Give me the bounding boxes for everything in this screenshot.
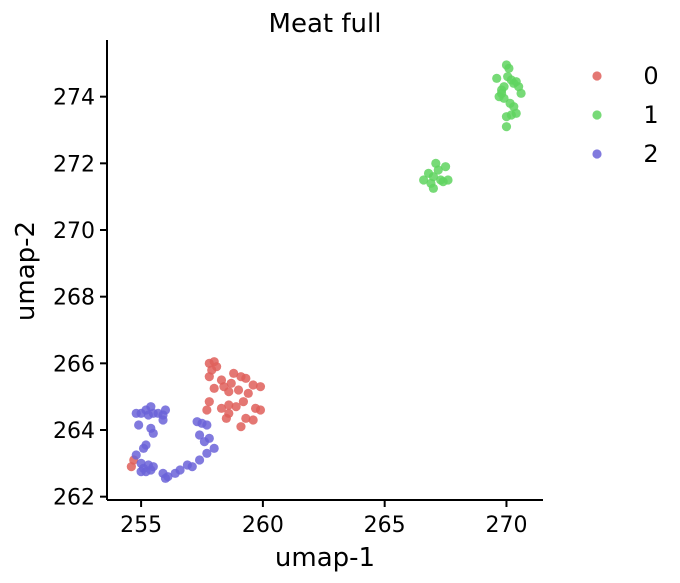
- data-point: [158, 415, 168, 425]
- legend-item: 2: [592, 140, 659, 168]
- legend-marker: [592, 110, 602, 120]
- x-tick-label: 260: [242, 513, 284, 538]
- data-point: [209, 383, 219, 393]
- data-point: [255, 405, 266, 415]
- y-tick-label: 270: [53, 219, 95, 244]
- legend-label: 2: [643, 140, 658, 168]
- data-point: [131, 450, 141, 460]
- series-2: [131, 402, 219, 483]
- data-point: [143, 410, 154, 420]
- series-1: [419, 60, 526, 193]
- x-tick-label: 265: [364, 513, 406, 538]
- y-tick-label: 262: [53, 486, 95, 511]
- data-point: [160, 405, 171, 415]
- data-point: [241, 413, 251, 423]
- data-point: [224, 387, 234, 397]
- data-point: [202, 448, 212, 458]
- data-point: [419, 175, 429, 185]
- data-point: [248, 380, 258, 390]
- y-tick-label: 272: [53, 152, 95, 177]
- series-0: [126, 357, 266, 472]
- data-point: [187, 462, 197, 472]
- data-point: [134, 420, 144, 430]
- data-point: [202, 405, 212, 415]
- data-point: [428, 172, 438, 182]
- data-point: [255, 382, 266, 392]
- y-axis-title: umap-2: [11, 221, 41, 321]
- data-point: [148, 428, 158, 438]
- data-point: [440, 162, 451, 172]
- legend-label: 0: [643, 62, 658, 90]
- data-point: [202, 420, 212, 430]
- x-tick-label: 270: [485, 513, 527, 538]
- legend: 0 1 2: [592, 62, 659, 168]
- legend-label: 1: [643, 101, 658, 129]
- data-point: [238, 397, 249, 407]
- data-point: [433, 165, 443, 175]
- y-axis: 262 264 266 268 270 272 274: [53, 40, 108, 511]
- data-point: [492, 73, 502, 83]
- y-tick-label: 268: [53, 286, 95, 311]
- data-point: [496, 88, 507, 98]
- data-point: [229, 368, 239, 378]
- data-point: [501, 122, 512, 132]
- data-point: [241, 373, 251, 383]
- data-point: [504, 63, 514, 73]
- data-point: [175, 465, 185, 475]
- data-point: [428, 183, 438, 193]
- data-point: [226, 378, 236, 388]
- data-point: [160, 473, 171, 483]
- x-tick-label: 255: [120, 513, 162, 538]
- legend-item: 0: [592, 62, 659, 90]
- data-point: [233, 385, 244, 395]
- legend-marker: [592, 149, 602, 159]
- data-point: [221, 413, 231, 423]
- data-point: [209, 443, 219, 453]
- data-point: [194, 430, 205, 440]
- data-point: [136, 467, 146, 477]
- data-point: [501, 112, 512, 122]
- data-point: [204, 397, 214, 407]
- y-tick-label: 274: [53, 86, 95, 111]
- plot-area: [126, 60, 526, 483]
- y-tick-label: 266: [53, 352, 95, 377]
- legend-marker: [592, 71, 602, 81]
- data-point: [243, 388, 253, 398]
- data-point: [138, 443, 149, 453]
- data-point: [236, 422, 246, 432]
- data-point: [212, 362, 222, 372]
- legend-item: 1: [592, 101, 659, 129]
- data-point: [438, 177, 448, 187]
- data-point: [204, 372, 214, 382]
- data-point: [204, 433, 214, 443]
- data-point: [248, 415, 258, 425]
- data-point: [192, 417, 202, 427]
- data-point: [231, 402, 241, 412]
- data-point: [516, 88, 526, 98]
- data-point: [194, 455, 205, 465]
- x-axis-title: umap-1: [275, 543, 375, 573]
- data-point: [216, 403, 227, 413]
- data-point: [224, 400, 234, 410]
- y-tick-label: 264: [53, 419, 95, 444]
- chart-title: Meat full: [269, 9, 382, 39]
- x-axis: 255 260 265 270: [107, 499, 543, 538]
- data-point: [148, 462, 158, 472]
